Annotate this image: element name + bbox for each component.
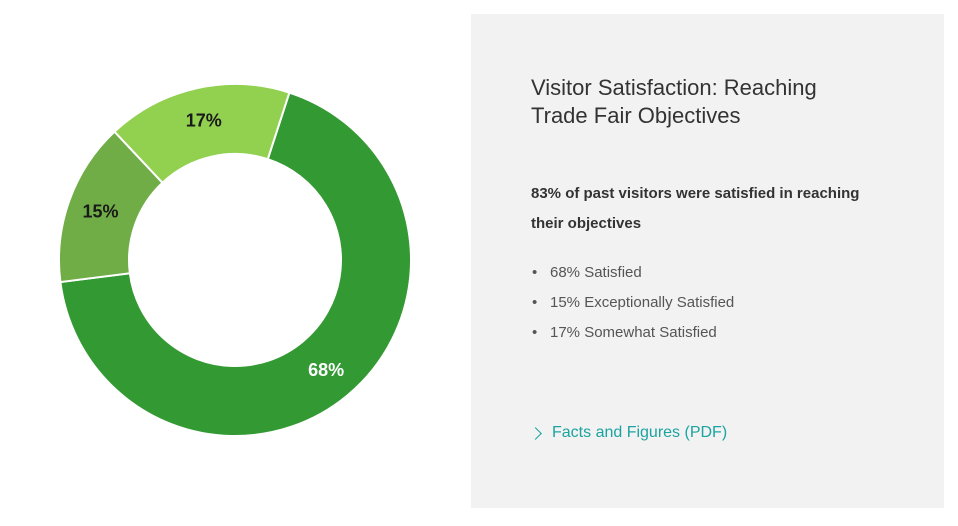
panel-title: Visitor Satisfaction: Reaching Trade Fai… [531,75,817,128]
donut-label-17: 17% [186,110,222,130]
stat-item-exceptionally-satisfied: 15% Exceptionally Satisfied [531,288,734,318]
donut-label-68: 68% [308,360,344,380]
panel-summary: 83% of past visitors were satisfied in r… [531,185,860,232]
stat-list: 68% Satisfied 15% Exceptionally Satisfie… [531,258,734,348]
stat-item-satisfied: 68% Satisfied [531,258,734,288]
donut-slice-68 [59,91,412,437]
donut-label-15: 15% [82,202,118,222]
donut-chart: 68% 15% 17% [0,0,470,526]
facts-and-figures-link-label: Facts and Figures (PDF) [552,424,728,441]
info-panel: Visitor Satisfaction: Reaching Trade Fai… [471,14,944,508]
facts-and-figures-link[interactable]: Facts and Figures (PDF) [529,422,728,444]
donut-slice-17 [113,83,291,185]
chevron-right-icon [529,426,542,440]
stat-item-somewhat-satisfied: 17% Somewhat Satisfied [531,318,734,348]
donut-chart-svg: 68% 15% 17% [58,83,412,437]
